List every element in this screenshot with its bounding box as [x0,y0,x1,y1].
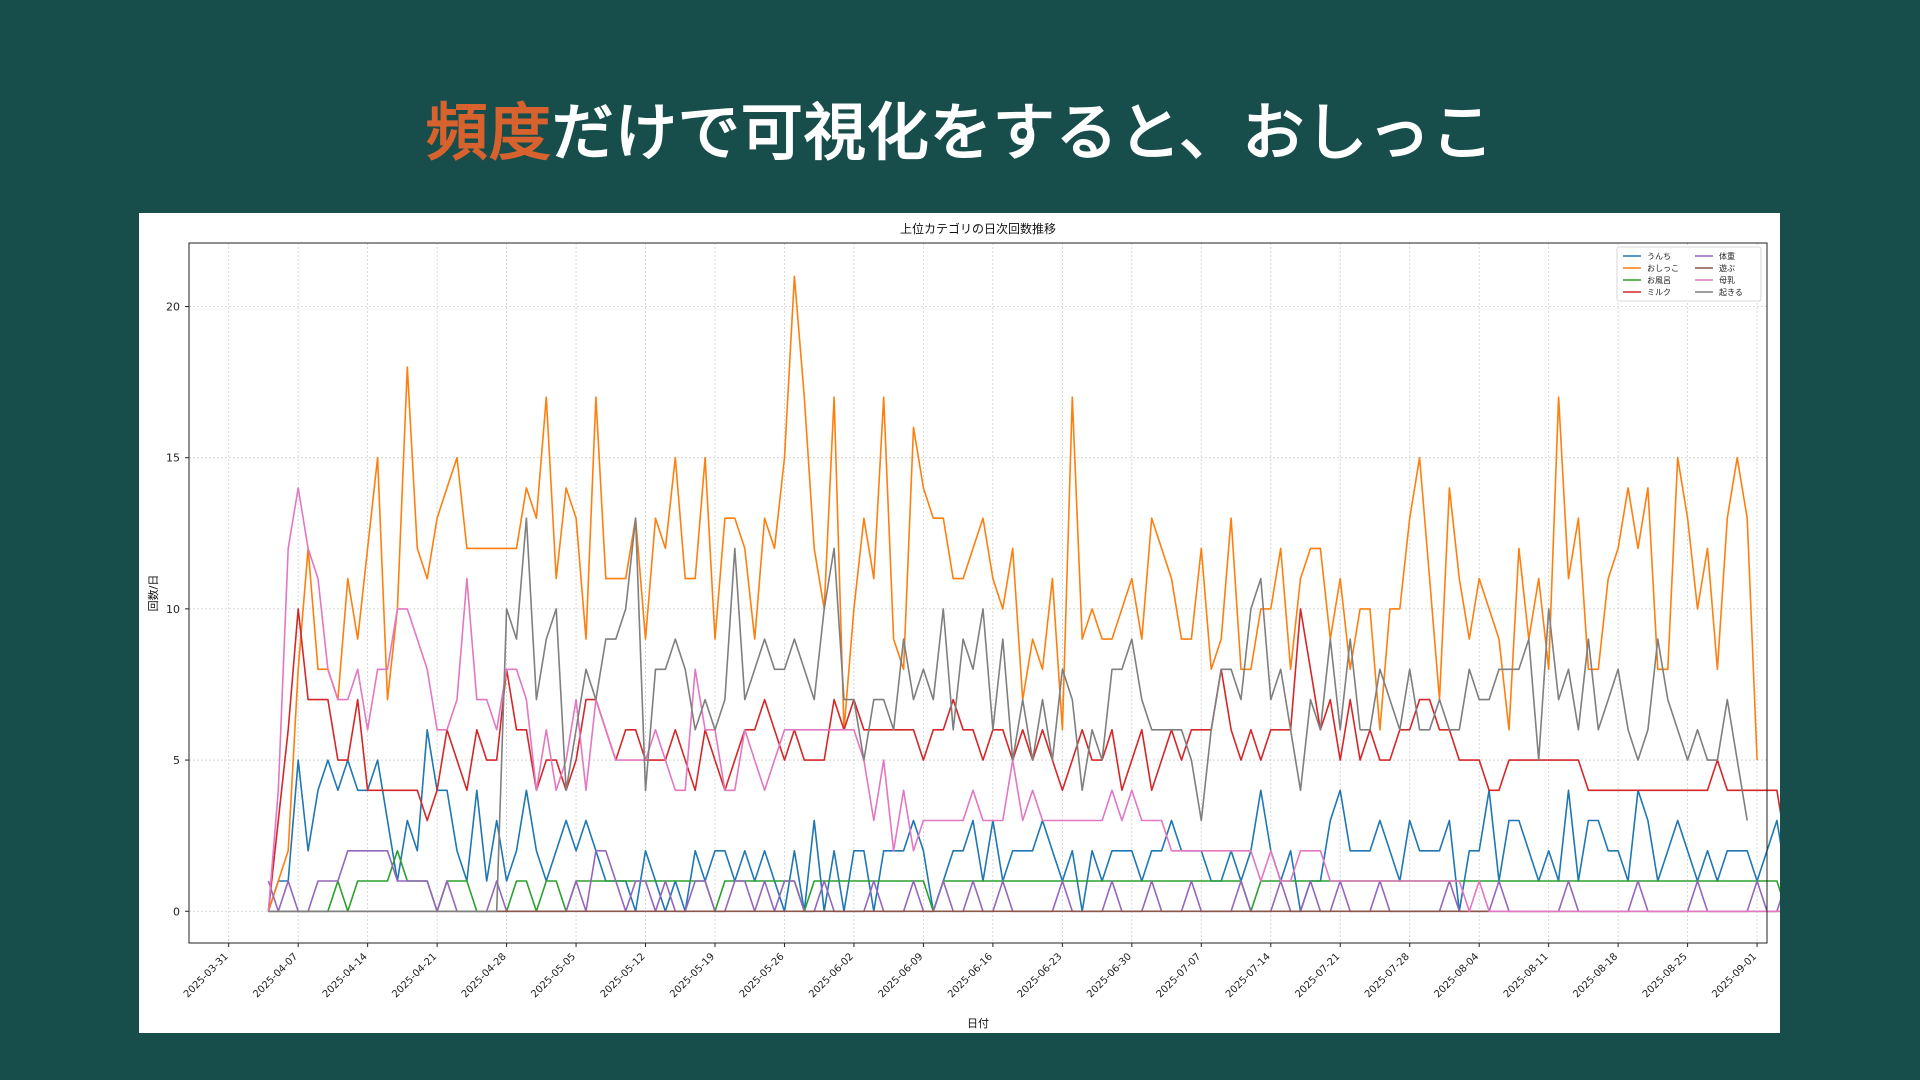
y-tick-label: 0 [173,905,180,918]
x-tick-label: 2025-04-21 [390,951,439,1000]
series-line-起きる [268,517,1748,913]
x-tick-label: 2025-08-25 [1641,951,1690,1000]
legend-label: ミルク [1647,288,1671,297]
chart-title: 上位カテゴリの日次回数推移 [900,221,1056,236]
x-tick-label: 2025-04-28 [460,951,509,1000]
x-tick-label: 2025-09-01 [1710,951,1759,1000]
y-tick-label: 20 [166,300,180,313]
y-tick-label: 15 [166,452,180,465]
series-line-うんち [267,728,1780,913]
x-tick-label: 2025-05-26 [738,951,787,1000]
x-tick-label: 2025-08-18 [1571,951,1620,1000]
legend-label: 起きる [1719,288,1743,297]
series-line-お風呂 [268,849,1780,913]
x-tick-label: 2025-06-30 [1085,951,1134,1000]
series-lines [267,275,1780,913]
x-tick-label: 2025-05-05 [529,951,578,1000]
x-tick-label: 2025-08-04 [1432,951,1481,1000]
legend-label: 母乳 [1719,275,1735,285]
slide-title-accent: 頻度 [425,96,552,169]
series-line-ミルク [267,608,1780,912]
series-line-母乳 [267,487,1780,913]
legend-label: 体重 [1719,251,1735,261]
legend-label: おしっこ [1647,264,1679,273]
line-chart: 0 5 10 15 20 2025-03-31 2025-04-07 2025-04-14 20… [147,221,1780,1030]
x-tick-label: 2025-07-21 [1293,951,1342,1000]
x-tick-label: 2025-05-12 [599,951,648,1000]
plot-frame [188,242,1768,944]
legend-box [1616,246,1762,302]
x-tick-label: 2025-06-09 [877,951,926,1000]
y-tick-label: 10 [166,603,180,616]
x-tick-label: 2025-05-19 [668,951,717,1000]
x-tick-label: 2025-04-14 [321,951,370,1000]
x-tick-label: 2025-07-28 [1363,951,1412,1000]
legend-label: うんち [1647,252,1671,261]
x-tick-label: 2025-04-07 [251,951,300,1000]
x-tick-label: 2025-08-11 [1502,951,1551,1000]
x-tick-label: 2025-07-14 [1224,951,1273,1000]
y-tick-label: 5 [173,754,180,767]
legend-label: 遊ぶ [1719,263,1735,273]
x-axis-label: 日付 [967,1017,989,1030]
legend-label: お風呂 [1647,276,1671,285]
series-line-おしっこ [267,275,1758,912]
slide-title: 頻度だけで可視化をすると、おしっこ [0,82,1920,172]
x-tick-label: 2025-06-16 [946,951,995,1000]
slide-title-rest: だけで可視化をすると、おしっこ [551,96,1495,169]
x-tick-label: 2025-03-31 [182,951,231,1000]
y-axis-label: 回数/日 [147,575,160,612]
x-tick-label: 2025-07-07 [1155,951,1204,1000]
grid [189,243,1767,943]
x-tick-label: 2025-06-23 [1016,951,1065,1000]
chart-panel: 0 5 10 15 20 2025-03-31 2025-04-07 2025-04-14 20… [139,213,1780,1033]
x-tick-label: 2025-06-02 [807,951,856,1000]
